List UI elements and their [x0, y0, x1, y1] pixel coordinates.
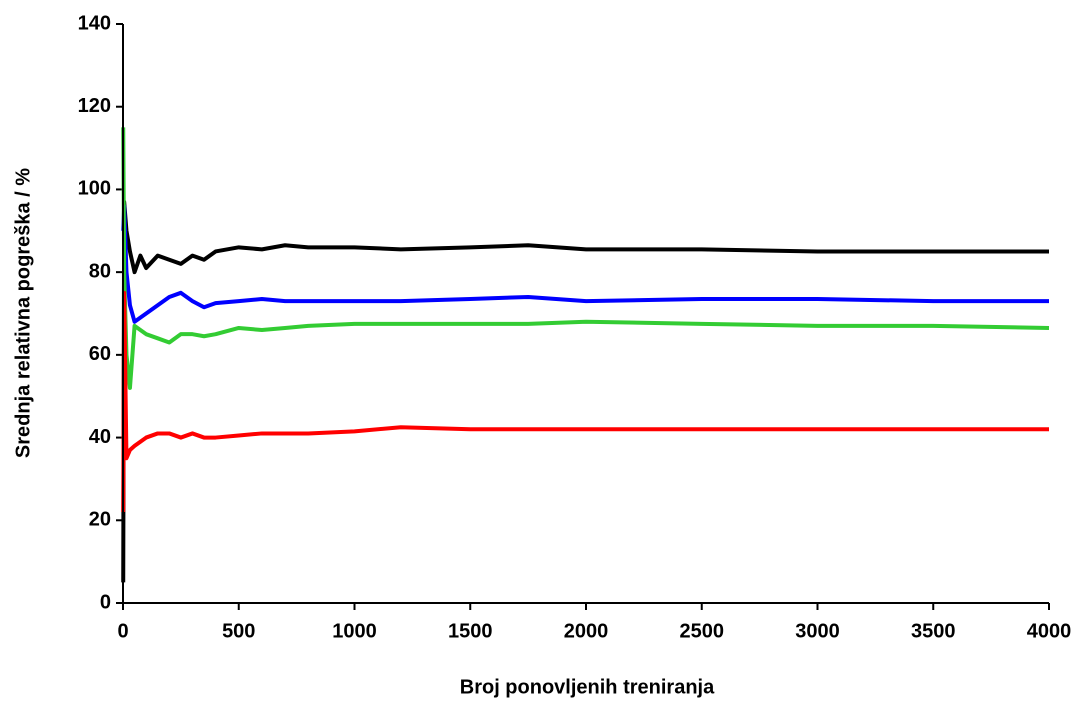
- y-tick-label: 140: [78, 12, 111, 34]
- x-tick-label: 2000: [564, 620, 609, 642]
- x-tick-label: 4000: [1027, 620, 1072, 642]
- x-tick-label: 1000: [332, 620, 377, 642]
- x-tick-label: 3500: [911, 620, 956, 642]
- x-tick-label: 1500: [448, 620, 493, 642]
- x-tick-label: 2500: [680, 620, 725, 642]
- x-tick-label: 0: [117, 620, 128, 642]
- x-tick-label: 3000: [795, 620, 840, 642]
- y-tick-label: 80: [89, 260, 111, 282]
- y-tick-label: 60: [89, 343, 111, 365]
- x-tick-label: 500: [222, 620, 255, 642]
- series-line: [121, 199, 1049, 583]
- series-line: [121, 203, 1049, 324]
- y-tick-label: 20: [89, 509, 111, 531]
- y-tick-label: 40: [89, 426, 111, 448]
- series-line: [121, 127, 1050, 390]
- y-tick-label: 100: [78, 178, 111, 200]
- y-axis-title: Srednja relativna pogreška / %: [12, 168, 34, 458]
- y-tick-label: 0: [100, 591, 111, 613]
- x-axis-title: Broj ponovljenih treniranja: [460, 676, 715, 698]
- y-tick-label: 120: [78, 95, 111, 117]
- series-line: [121, 290, 1049, 513]
